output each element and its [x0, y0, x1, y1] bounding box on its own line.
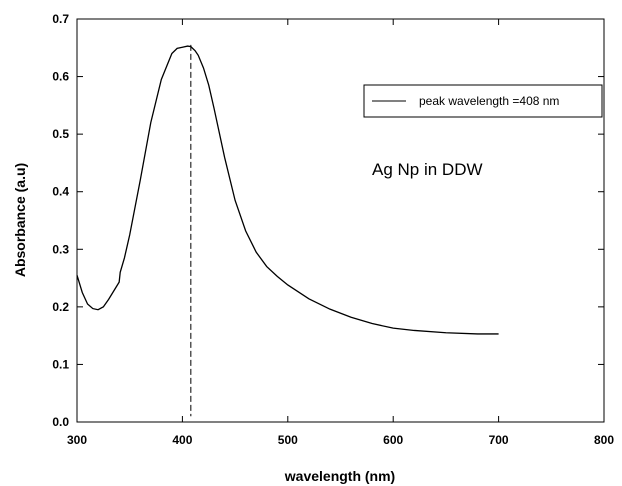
y-axis-ticks: 0.0 0.1 0.2 0.3 0.4 0.5 0.6 0.7 — [52, 12, 604, 429]
x-tick-label: 800 — [594, 433, 614, 447]
x-tick-label: 700 — [489, 433, 509, 447]
y-tick-label: 0.0 — [52, 415, 69, 429]
y-tick-label: 0.3 — [52, 242, 69, 256]
y-tick-label: 0.2 — [52, 300, 69, 314]
legend: peak wavelength =408 nm — [363, 84, 603, 118]
x-tick-label: 500 — [278, 433, 298, 447]
absorbance-curve — [76, 45, 499, 335]
x-axis-ticks: 300 400 500 600 700 800 — [67, 19, 614, 447]
legend-label: peak wavelength =408 nm — [419, 94, 559, 108]
y-tick-label: 0.1 — [52, 357, 69, 371]
y-tick-label: 0.7 — [52, 12, 69, 26]
x-axis-title: wavelength (nm) — [284, 468, 395, 484]
plot-frame — [76, 18, 605, 423]
y-axis-title: Absorbance (a.u) — [12, 163, 28, 277]
y-tick-label: 0.6 — [52, 70, 69, 84]
y-tick-label: 0.4 — [52, 185, 69, 199]
x-tick-label: 400 — [172, 433, 192, 447]
y-tick-label: 0.5 — [52, 127, 69, 141]
x-tick-label: 300 — [67, 433, 87, 447]
x-tick-label: 600 — [383, 433, 403, 447]
sample-annotation: Ag Np in DDW — [372, 160, 483, 179]
